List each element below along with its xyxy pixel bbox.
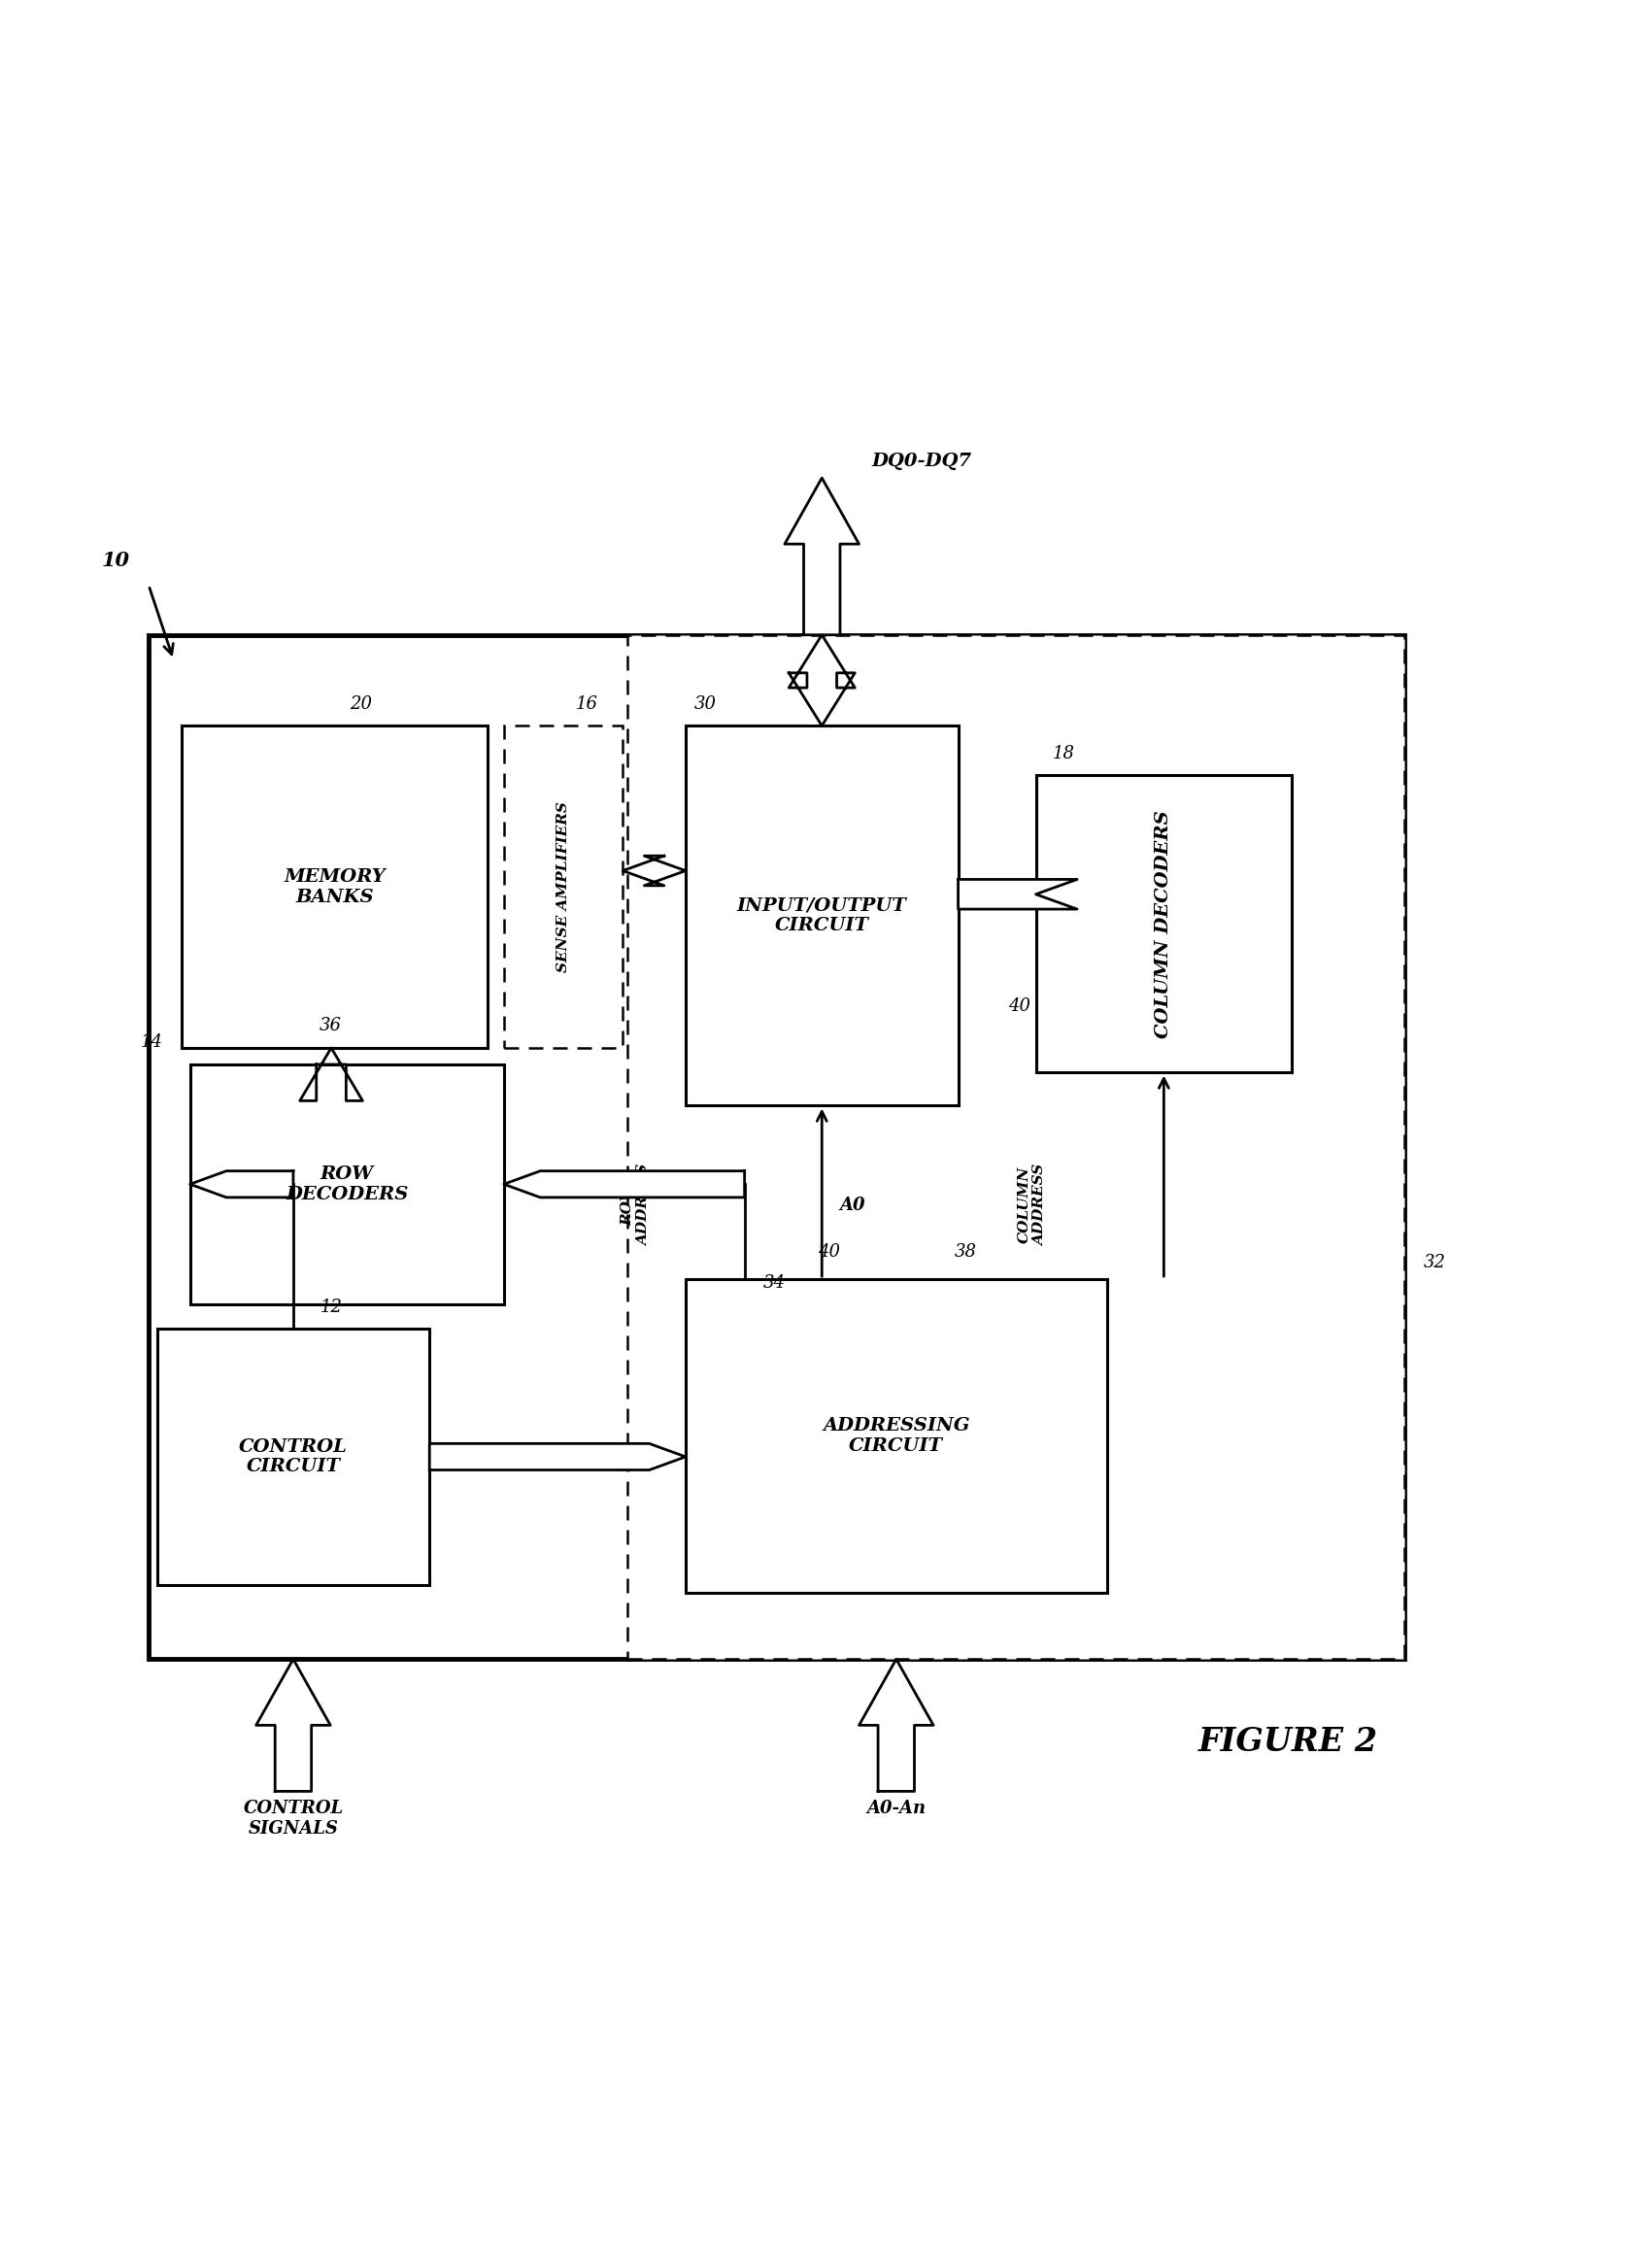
- Text: ROW
DECODERS: ROW DECODERS: [286, 1164, 408, 1203]
- Polygon shape: [958, 880, 1077, 909]
- Polygon shape: [190, 1171, 292, 1198]
- Bar: [190, 1065, 504, 1305]
- Polygon shape: [790, 635, 856, 726]
- Polygon shape: [785, 477, 859, 635]
- Bar: [1036, 776, 1292, 1072]
- Text: 16: 16: [575, 694, 598, 712]
- Text: 36: 36: [319, 1017, 342, 1036]
- Polygon shape: [430, 1443, 686, 1470]
- Text: MEMORY
BANKS: MEMORY BANKS: [284, 868, 385, 907]
- Text: 12: 12: [320, 1298, 344, 1316]
- Text: 34: 34: [763, 1275, 786, 1291]
- Text: INPUT/OUTPUT
CIRCUIT: INPUT/OUTPUT CIRCUIT: [737, 898, 907, 934]
- Text: A0-An: A0-An: [867, 1800, 925, 1818]
- Text: 18: 18: [1052, 744, 1075, 762]
- Text: 20: 20: [350, 694, 372, 712]
- Bar: [686, 726, 958, 1106]
- Text: 40: 40: [818, 1244, 841, 1259]
- Text: ROW
ADDRESS: ROW ADDRESS: [621, 1164, 651, 1246]
- Text: 14: 14: [140, 1033, 164, 1051]
- Text: SENSE AMPLIFIERS: SENSE AMPLIFIERS: [557, 800, 570, 972]
- Text: 40: 40: [1008, 997, 1031, 1015]
- Text: 32: 32: [1424, 1255, 1447, 1271]
- Bar: [149, 635, 1404, 1660]
- Text: ADDRESSING
CIRCUIT: ADDRESSING CIRCUIT: [823, 1418, 970, 1456]
- Text: 38: 38: [955, 1244, 978, 1259]
- Polygon shape: [301, 1047, 363, 1101]
- Text: 30: 30: [694, 694, 717, 712]
- Polygon shape: [256, 1660, 330, 1791]
- Text: FIGURE 2: FIGURE 2: [1199, 1725, 1378, 1757]
- Text: DQ0-DQ7: DQ0-DQ7: [872, 452, 971, 470]
- Text: COLUMN
ADDRESS: COLUMN ADDRESS: [1018, 1164, 1047, 1246]
- Text: A0: A0: [839, 1196, 866, 1214]
- Polygon shape: [504, 1171, 745, 1198]
- Text: CONTROL
CIRCUIT: CONTROL CIRCUIT: [240, 1438, 347, 1476]
- Bar: [504, 726, 623, 1047]
- Polygon shape: [859, 1660, 933, 1791]
- Bar: [686, 1280, 1107, 1594]
- Text: 10: 10: [101, 552, 131, 570]
- Text: CONTROL
SIGNALS: CONTROL SIGNALS: [243, 1800, 344, 1838]
- Text: COLUMN DECODERS: COLUMN DECODERS: [1155, 809, 1173, 1038]
- Bar: [182, 726, 487, 1047]
- Bar: [157, 1329, 430, 1585]
- Polygon shape: [623, 857, 686, 886]
- Bar: [628, 635, 1404, 1660]
